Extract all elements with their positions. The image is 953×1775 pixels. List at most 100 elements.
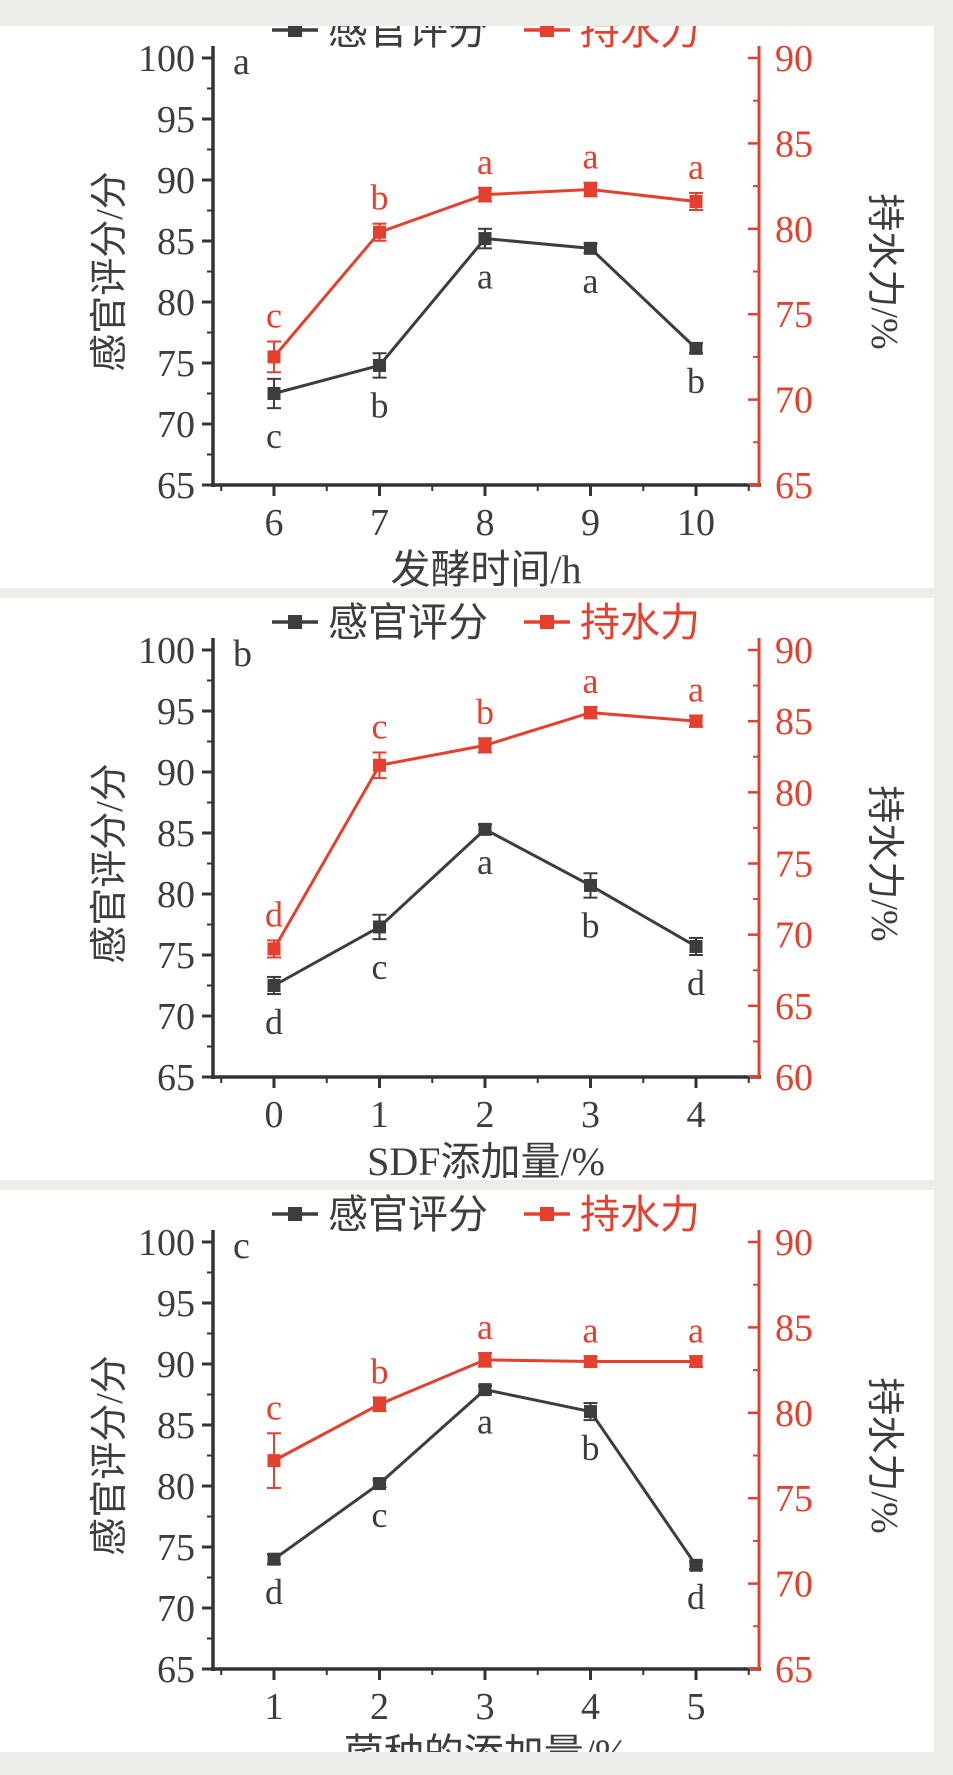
legend-item-whc: 持水力 xyxy=(524,1192,700,1237)
x-axis-tick-label: 4 xyxy=(687,1094,706,1136)
sensory-marker xyxy=(689,939,703,953)
right-axis-tick-label: 85 xyxy=(775,701,813,743)
sensory-series: c b a a b xyxy=(266,227,705,456)
left-axis-tick-label: 65 xyxy=(157,1057,195,1099)
left-axis-tick-label: 100 xyxy=(138,38,195,80)
x-axis-title: 发酵时间/h xyxy=(390,547,581,592)
whc-sig-label: a xyxy=(477,142,493,182)
sensory-sig-label: b xyxy=(687,361,705,401)
left-axis-tick-label: 90 xyxy=(157,752,195,794)
left-axis-tick-label: 75 xyxy=(157,1527,195,1569)
left-axis-tick-label: 100 xyxy=(138,1222,195,1264)
sensory-marker xyxy=(373,358,386,372)
whc-sig-label: c xyxy=(372,706,388,746)
x-axis-tick-label: 5 xyxy=(687,1686,706,1728)
legend-item-whc: 持水力 xyxy=(524,600,700,645)
whc-series: d c b a a xyxy=(265,661,704,959)
legend-label: 感官评分 xyxy=(328,1192,488,1237)
legend-marker-square xyxy=(288,23,302,37)
scan-band-separator-1 xyxy=(0,588,953,598)
sensory-marker xyxy=(373,1477,386,1491)
sensory-sig-label: c xyxy=(372,1495,388,1535)
sensory-sig-label: a xyxy=(477,842,493,882)
left-axis-tick-label: 65 xyxy=(157,465,195,507)
whc-marker xyxy=(689,1355,703,1369)
chart-a: 65 70 75 80 85 90 95 100 65 70 75 80 85 90 6 7 8 9 10 感官评分/… xyxy=(89,8,905,592)
left-axis-tick-label: 100 xyxy=(138,630,195,672)
right-axis-tick-label: 75 xyxy=(775,844,813,886)
left-axis-tick-label: 75 xyxy=(157,935,195,977)
x-axis-tick-label: 2 xyxy=(476,1094,495,1136)
sensory-sig-label: a xyxy=(583,261,599,301)
whc-sig-label: d xyxy=(265,894,283,934)
left-axis-tick-label: 85 xyxy=(157,813,195,855)
sensory-marker xyxy=(584,878,597,892)
right-axis-tick-label: 60 xyxy=(775,1057,813,1099)
x-axis-tick-label: 8 xyxy=(476,502,495,544)
whc-sig-label: a xyxy=(688,669,704,709)
left-axis-tick-label: 75 xyxy=(157,343,195,385)
sensory-marker xyxy=(267,979,281,992)
left-axis-tick-label: 80 xyxy=(157,1466,195,1508)
x-axis-tick-label: 1 xyxy=(265,1686,284,1728)
scan-margin-bottom xyxy=(0,1752,953,1775)
chart-panel-a: 65 70 75 80 85 90 95 100 65 70 75 80 85 90 6 7 8 9 10 感官评分/… xyxy=(0,0,953,592)
right-axis-tick-label: 65 xyxy=(775,1649,813,1691)
sensory-sig-label: d xyxy=(687,963,705,1003)
chart-b: 65 70 75 80 85 90 95 100 60 65 70 75 80 85 90 0 1 2 3 4 感官评分… xyxy=(89,600,905,1184)
right-axis-tick-label: 65 xyxy=(775,986,813,1028)
whc-marker xyxy=(584,706,597,720)
sensory-marker xyxy=(689,1558,703,1572)
whc-sig-label: a xyxy=(688,1310,704,1350)
left-axis-tick-label: 80 xyxy=(157,282,195,324)
right-axis-tick-label: 70 xyxy=(775,915,813,957)
right-axis-tick-label: 80 xyxy=(775,209,813,251)
chart-c: 65 70 75 80 85 90 95 100 65 70 75 80 85 90 1 2 3 4 5 感官评分/分… xyxy=(89,1192,905,1775)
x-axis-tick-label: 7 xyxy=(370,502,389,544)
legend-marker-square xyxy=(540,23,554,37)
sensory-marker xyxy=(584,1405,597,1419)
legend-item-sensory: 感官评分 xyxy=(272,600,488,645)
left-axis-tick-label: 95 xyxy=(157,99,195,141)
scan-margin-top xyxy=(0,0,953,26)
scan-margin-right xyxy=(934,0,953,1775)
left-axis-tick-label: 65 xyxy=(157,1649,195,1691)
scan-band-separator-2 xyxy=(0,1180,953,1190)
whc-sig-label: b xyxy=(371,1351,389,1391)
x-axis-tick-label: 6 xyxy=(265,502,284,544)
x-axis-tick-label: 0 xyxy=(265,1094,284,1136)
left-axis-tick-label: 90 xyxy=(157,160,195,202)
left-axis-tick-label: 85 xyxy=(157,1405,195,1447)
chart-panel-c: 65 70 75 80 85 90 95 100 65 70 75 80 85 90 1 2 3 4 5 感官评分/分… xyxy=(0,1184,953,1775)
whc-marker xyxy=(267,350,281,364)
sensory-sig-label: c xyxy=(372,947,388,987)
sensory-marker xyxy=(267,387,281,400)
right-axis-tick-label: 85 xyxy=(775,1307,813,1349)
sensory-marker xyxy=(689,341,703,355)
legend-marker-square xyxy=(540,1207,554,1221)
right-axis-tick-label: 80 xyxy=(775,772,813,814)
legend-marker-square xyxy=(288,1207,302,1221)
left-axis-title: 感官评分/分 xyxy=(89,763,131,964)
left-axis-tick-label: 70 xyxy=(157,996,195,1038)
legend-label: 持水力 xyxy=(580,600,700,645)
whc-marker xyxy=(267,942,281,956)
legend-label: 感官评分 xyxy=(328,600,488,645)
sensory-marker xyxy=(478,822,492,836)
whc-sig-label: a xyxy=(583,1310,599,1350)
x-axis-tick-label: 4 xyxy=(581,1686,600,1728)
sensory-sig-label: b xyxy=(582,906,600,946)
whc-series: c b a a a xyxy=(266,1307,704,1489)
right-axis-tick-label: 90 xyxy=(775,1222,813,1264)
sensory-series: d c a b d xyxy=(265,1383,705,1617)
right-axis-tick-label: 90 xyxy=(775,38,813,80)
right-axis-title: 持水力/% xyxy=(863,785,905,941)
x-axis-tick-label: 10 xyxy=(677,502,715,544)
whc-sig-label: a xyxy=(583,661,599,701)
x-axis-tick-label: 2 xyxy=(370,1686,389,1728)
whc-marker xyxy=(478,738,492,752)
left-axis-tick-label: 80 xyxy=(157,874,195,916)
left-axis-tick-label: 85 xyxy=(157,221,195,263)
whc-marker xyxy=(373,1397,386,1411)
